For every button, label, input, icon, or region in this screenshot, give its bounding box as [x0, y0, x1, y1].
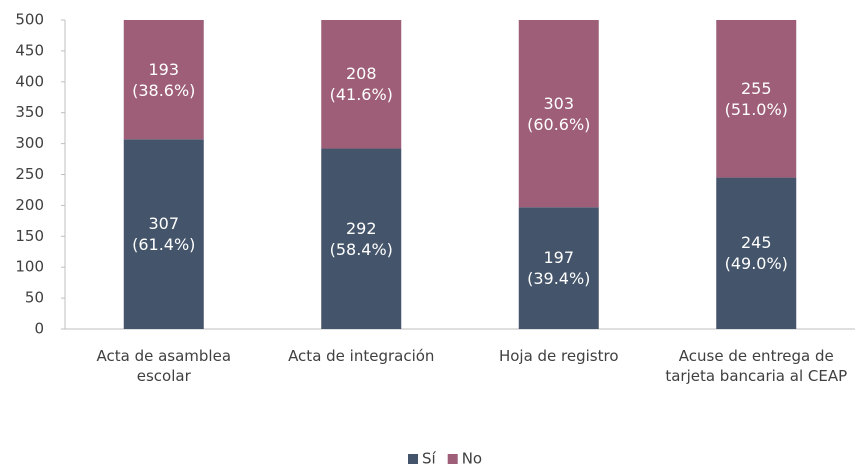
data-label: 208 (41.6%) [329, 64, 393, 105]
y-tick-label: 350 [15, 103, 44, 121]
bar-segment [518, 20, 599, 208]
x-tick-label: Acta de integración [288, 347, 435, 365]
y-tick-label: 250 [15, 165, 44, 183]
bar-segment [321, 148, 402, 329]
data-label: 303 (60.6%) [527, 93, 591, 134]
x-tick-label: Hoja de registro [498, 347, 619, 365]
y-tick-label: 450 [15, 41, 44, 59]
y-tick-label: 200 [15, 196, 44, 214]
data-label: 193 (38.6%) [132, 59, 196, 100]
data-label: 197 (39.4%) [527, 248, 591, 289]
x-tick-label: Acuse de entrega de tarjeta bancaria al … [665, 347, 848, 385]
bar-segment [123, 139, 204, 329]
y-tick-label: 0 [34, 320, 44, 338]
bar-segment [518, 207, 599, 329]
bar-segment [123, 20, 204, 140]
bar-segment [716, 177, 797, 329]
bar-segment [321, 20, 402, 149]
bar-segment [716, 20, 797, 178]
legend-label: No [462, 450, 482, 466]
legend-swatch [408, 454, 418, 464]
data-label: 307 (61.4%) [132, 214, 196, 255]
y-tick-label: 150 [15, 227, 44, 245]
legend-label: Sí [422, 450, 437, 466]
legend-swatch [447, 454, 458, 464]
y-tick-label: 500 [15, 11, 44, 29]
data-label: 245 (49.0%) [724, 233, 788, 274]
x-tick-label: Acta de asamblea escolar [96, 347, 232, 385]
y-tick-label: 100 [15, 258, 44, 276]
data-label: 255 (51.0%) [724, 78, 788, 119]
y-tick-label: 300 [15, 134, 44, 152]
y-tick-label: 50 [25, 289, 44, 307]
data-label: 292 (58.4%) [329, 218, 393, 259]
y-tick-label: 400 [15, 72, 44, 90]
